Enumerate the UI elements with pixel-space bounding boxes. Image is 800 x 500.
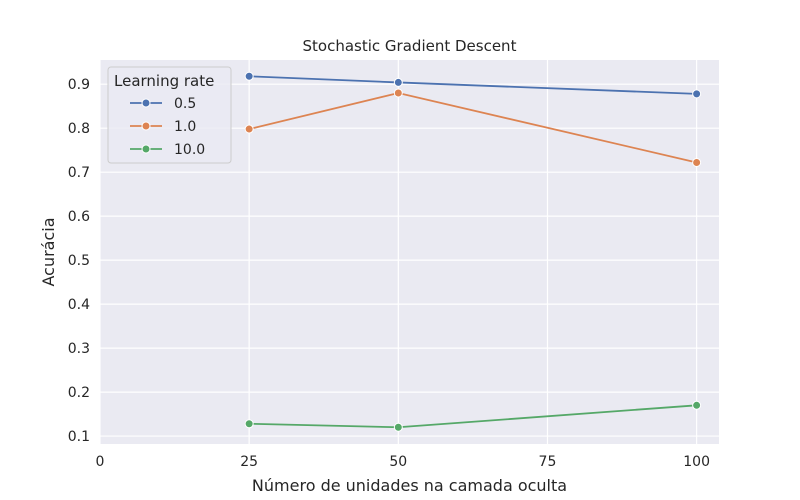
y-tick-label: 0.4 [68,297,90,313]
data-point [393,422,403,432]
data-point [244,124,254,134]
y-tick-label: 0.6 [68,209,90,225]
y-tick-label: 0.9 [68,77,90,93]
legend-item: 1.0 [130,119,196,135]
chart-title: Stochastic Gradient Descent [303,37,517,55]
legend: Learning rate 0.5 1.0 10.0 [107,66,232,164]
series-layer [244,71,702,432]
legend-marker [141,144,151,154]
x-axis-title: Número de unidades na camada oculta [252,476,567,495]
x-tick-label: 75 [539,454,557,470]
x-tick-label: 100 [683,454,710,470]
tick-labels: 0 25 50 75 100 0.1 0.2 0.3 0.4 0.5 0.6 0.7 0.8 0.9 [68,77,710,470]
legend-label: 0.5 [174,96,196,112]
y-tick-label: 0.1 [68,429,90,445]
data-point [393,77,403,87]
legend-marker [141,121,151,131]
legend-title: Learning rate [114,72,214,90]
y-tick-label: 0.2 [68,385,90,401]
series-1.0 [244,88,702,167]
data-point [244,71,254,81]
y-tick-label: 0.3 [68,341,90,357]
y-tick-label: 0.7 [68,165,90,181]
y-tick-label: 0.8 [68,121,90,137]
legend-label: 1.0 [174,119,196,135]
data-point [692,89,702,99]
x-tick-label: 50 [389,454,407,470]
data-point [393,88,403,98]
legend-item: 10.0 [130,142,205,158]
series-0.5 [244,71,702,99]
legend-label: 10.0 [174,142,205,158]
y-axis-title: Acurácia [39,217,58,286]
data-point [244,419,254,429]
x-tick-label: 0 [96,454,105,470]
legend-box [107,66,232,164]
data-point [692,400,702,410]
series-10.0 [244,400,702,432]
legend-item: 0.5 [130,96,196,112]
data-point [692,157,702,167]
x-tick-label: 25 [240,454,258,470]
legend-items: 0.5 1.0 10.0 [130,96,205,158]
y-tick-label: 0.5 [68,253,90,269]
legend-marker [141,98,151,108]
